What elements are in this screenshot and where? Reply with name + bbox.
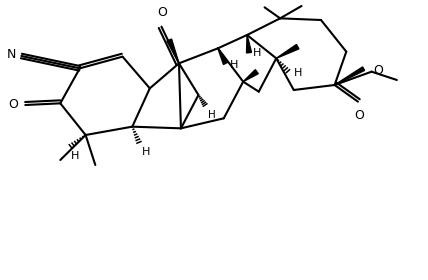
Polygon shape <box>247 35 252 53</box>
Text: O: O <box>158 6 167 19</box>
Text: H: H <box>230 60 238 70</box>
Text: N: N <box>7 48 16 60</box>
Text: O: O <box>9 97 18 111</box>
Text: H: H <box>71 151 80 161</box>
Polygon shape <box>243 70 258 82</box>
Polygon shape <box>218 48 228 64</box>
Text: O: O <box>354 109 364 122</box>
Text: H: H <box>294 68 302 78</box>
Text: O: O <box>374 64 383 77</box>
Polygon shape <box>276 45 299 58</box>
Polygon shape <box>167 39 179 63</box>
Text: H: H <box>208 110 216 120</box>
Polygon shape <box>335 67 365 85</box>
Text: H: H <box>142 147 151 157</box>
Text: H: H <box>253 48 262 58</box>
